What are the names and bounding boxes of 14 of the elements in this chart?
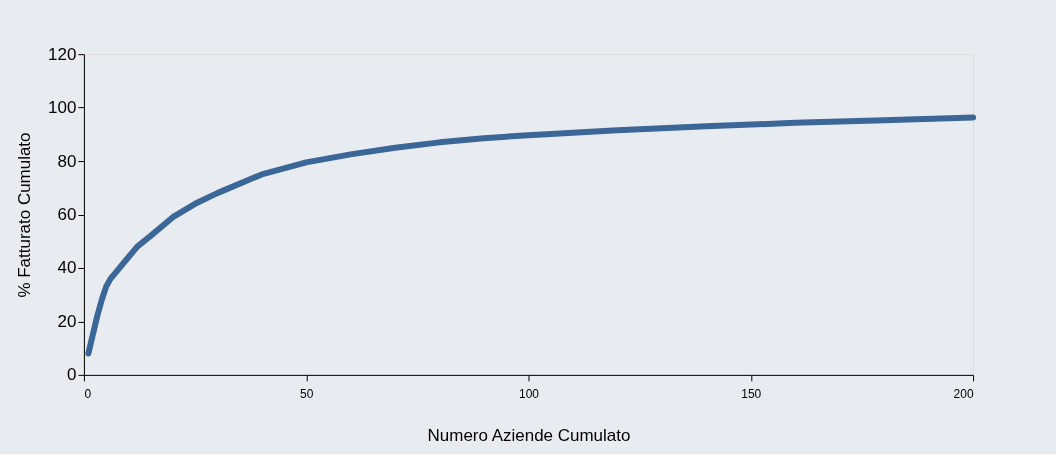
y-tick-label: 0 bbox=[66, 365, 77, 385]
x-tick-label: 200 bbox=[953, 387, 974, 402]
x-axis-title: Numero Aziende Cumulato bbox=[427, 426, 631, 446]
y-axis-title: % Fatturato Cumulato bbox=[15, 132, 35, 298]
y-tick-label: 20 bbox=[57, 311, 77, 331]
x-tick-label: 150 bbox=[741, 387, 762, 402]
y-tick-label: 60 bbox=[57, 205, 77, 225]
y-tick-label: 100 bbox=[48, 98, 77, 118]
y-tick-label: 120 bbox=[48, 44, 77, 64]
x-tick-label: 0 bbox=[84, 387, 92, 402]
y-tick-label: 40 bbox=[57, 258, 77, 278]
x-tick-label: 100 bbox=[519, 387, 540, 402]
y-tick-label: 80 bbox=[57, 151, 77, 171]
x-tick-label: 50 bbox=[300, 387, 314, 402]
